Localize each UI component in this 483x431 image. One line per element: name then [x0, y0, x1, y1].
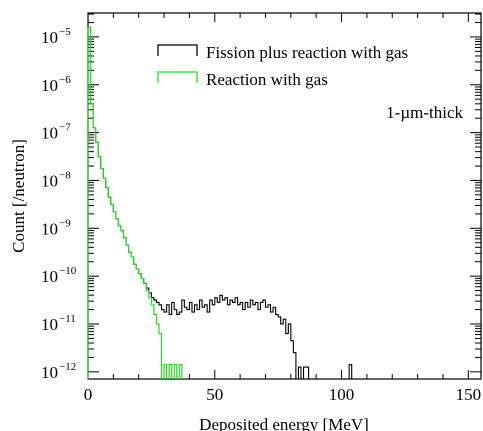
series-gas-step-2 [168, 364, 173, 379]
y-axis-label: Count [/neutron] [9, 139, 28, 253]
y-tick-label: 10 [41, 267, 58, 286]
series-fission-step-2 [302, 366, 310, 379]
y-tick-label: 10 [41, 124, 58, 143]
y-tick-exponent: −11 [59, 313, 76, 325]
series-fission-step-3 [348, 364, 353, 379]
x-axis-ticks: 0 50 100 150 [84, 13, 481, 404]
y-tick-exponent: −8 [59, 169, 71, 181]
y-tick-label: 10 [41, 76, 58, 95]
y-tick-label: 10 [41, 315, 58, 334]
legend-swatch-gas [157, 71, 198, 83]
legend-label-fission: Fission plus reaction with gas [206, 43, 408, 62]
series-layer [87, 26, 353, 379]
annotation-thickness: 1-µm-thick [386, 103, 463, 122]
y-tick-label: 10 [41, 171, 58, 190]
plot-frame [87, 12, 482, 380]
x-tick-label: 100 [329, 385, 355, 404]
y-tick-exponent: −5 [59, 26, 71, 38]
y-tick-label: 10 [41, 363, 58, 382]
x-tick-label: 50 [206, 385, 223, 404]
legend-swatch-fission [157, 44, 198, 56]
legend: Fission plus reaction with gas Reaction … [157, 43, 408, 89]
series-gas-step-0 [87, 26, 163, 379]
y-tick-exponent: −6 [59, 74, 71, 86]
x-axis-label: Deposited energy [MeV] [199, 415, 369, 431]
y-tick-exponent: −9 [59, 217, 71, 229]
legend-label-gas: Reaction with gas [206, 70, 328, 89]
y-tick-exponent: −7 [59, 122, 71, 134]
x-tick-label: 0 [84, 385, 93, 404]
y-tick-exponent: −10 [59, 265, 77, 277]
x-tick-label: 150 [456, 385, 482, 404]
y-tick-label: 10 [41, 28, 58, 47]
y-tick-label: 10 [41, 219, 58, 238]
y-tick-exponent: −12 [59, 361, 76, 373]
series-gas-step-3 [173, 364, 178, 379]
series-gas-step-1 [163, 364, 168, 379]
series-gas-step-4 [178, 364, 183, 379]
series-fission-step-1 [297, 366, 302, 379]
